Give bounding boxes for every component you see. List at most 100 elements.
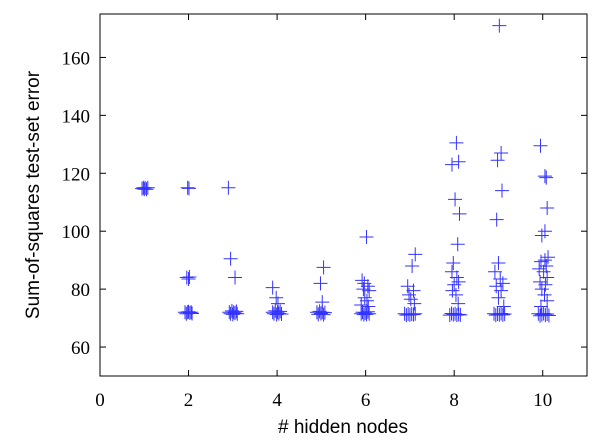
data-point — [228, 306, 243, 321]
x-tick-label: 10 — [533, 390, 552, 411]
data-point — [446, 256, 461, 271]
data-point — [356, 282, 371, 297]
data-point — [495, 276, 510, 291]
data-point — [358, 305, 373, 320]
data-point — [490, 153, 505, 168]
data-point — [185, 306, 200, 321]
data-point — [534, 228, 549, 243]
y-tick-label: 60 — [71, 338, 90, 359]
data-point — [405, 258, 420, 273]
data-point — [452, 206, 467, 221]
data-point — [540, 293, 555, 308]
data-point — [265, 280, 280, 295]
data-point — [271, 306, 286, 321]
data-point — [406, 307, 421, 322]
data-point — [537, 287, 552, 302]
data-point — [539, 170, 554, 185]
data-point — [362, 283, 377, 298]
data-point — [270, 305, 285, 320]
data-point — [182, 269, 197, 284]
data-point — [536, 306, 551, 321]
y-axis: 60 80 100 120 140 160 — [62, 48, 587, 359]
x-tick-label: 6 — [361, 390, 371, 411]
data-point — [539, 258, 554, 273]
x-tick-label: 2 — [184, 390, 194, 411]
x-axis: 0 2 4 6 8 10 — [95, 14, 552, 411]
data-point — [537, 253, 552, 268]
data-point — [229, 304, 244, 319]
data-point — [494, 183, 509, 198]
data-point — [408, 247, 423, 262]
data-point — [489, 212, 504, 227]
y-tick-label: 100 — [62, 222, 91, 243]
data-point — [316, 307, 331, 322]
data-point — [541, 250, 556, 265]
y-tick-label: 140 — [62, 106, 91, 127]
data-point — [497, 307, 512, 322]
data-point — [534, 307, 549, 322]
data-point — [453, 307, 468, 322]
data-point — [540, 307, 555, 322]
data-point — [180, 180, 195, 195]
data-point — [448, 306, 463, 321]
data-point — [448, 192, 463, 207]
data-point — [359, 307, 374, 322]
data-point — [317, 305, 332, 320]
data-point — [536, 264, 551, 279]
data-point — [359, 229, 374, 244]
data-point — [537, 169, 552, 184]
data-point — [495, 307, 510, 322]
data-point — [357, 276, 372, 291]
data-point — [403, 292, 418, 307]
data-point — [445, 283, 460, 298]
data-point — [491, 256, 506, 271]
data-point — [135, 181, 150, 196]
data-point — [540, 201, 555, 216]
data-point — [316, 260, 331, 275]
x-tick-label: 0 — [95, 390, 105, 411]
data-point — [223, 251, 238, 266]
data-point — [533, 274, 548, 289]
data-point — [537, 224, 552, 239]
plot-area-frame — [99, 13, 588, 377]
data-point — [496, 299, 511, 314]
x-tick-label: 4 — [272, 390, 282, 411]
data-point — [269, 290, 284, 305]
data-point — [228, 270, 243, 285]
data-point — [313, 276, 328, 291]
data-point — [534, 282, 549, 297]
data-point — [449, 135, 464, 150]
data-point — [313, 306, 328, 321]
data-point — [273, 304, 288, 319]
data-point — [362, 306, 377, 321]
data-point — [179, 270, 194, 285]
data-point — [448, 287, 463, 302]
y-tick-label: 120 — [62, 164, 91, 185]
data-point — [444, 157, 459, 172]
y-axis-label: Sum-of-squares test-set error — [23, 70, 44, 319]
data-point — [494, 146, 509, 161]
data-point — [407, 296, 422, 311]
data-point — [451, 154, 466, 169]
data-point — [230, 306, 245, 321]
data-point — [494, 283, 509, 298]
data-point — [360, 304, 375, 319]
data-point — [181, 181, 196, 196]
data-point — [487, 264, 502, 279]
data-point — [357, 290, 372, 305]
data-point — [541, 308, 556, 323]
data-points — [135, 18, 556, 323]
data-point — [312, 304, 327, 319]
x-axis-label: # hidden nodes — [278, 417, 408, 438]
data-point — [450, 237, 465, 252]
data-point — [184, 305, 199, 320]
data-point — [274, 307, 289, 322]
data-point — [408, 306, 423, 321]
data-point — [355, 305, 370, 320]
x-tick-label: 8 — [449, 390, 459, 411]
data-point — [226, 305, 241, 320]
data-point — [140, 180, 155, 195]
data-point — [181, 304, 196, 319]
data-point — [451, 307, 466, 322]
